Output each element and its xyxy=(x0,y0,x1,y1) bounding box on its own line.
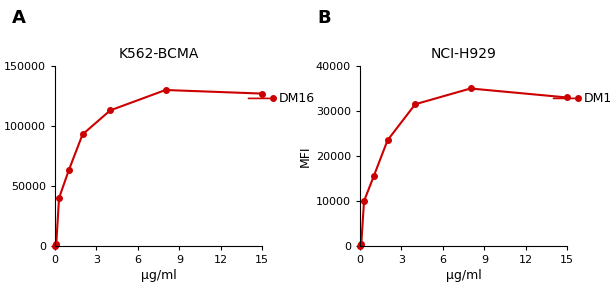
X-axis label: μg/ml: μg/ml xyxy=(141,269,176,282)
Text: DM16: DM16 xyxy=(279,92,315,105)
Text: B: B xyxy=(317,9,331,27)
Text: A: A xyxy=(12,9,26,27)
Y-axis label: MFI: MFI xyxy=(298,145,312,167)
Title: NCI-H929: NCI-H929 xyxy=(431,47,497,61)
Title: K562-BCMA: K562-BCMA xyxy=(118,47,199,61)
X-axis label: μg/ml: μg/ml xyxy=(446,269,481,282)
Text: DM16: DM16 xyxy=(584,92,610,105)
